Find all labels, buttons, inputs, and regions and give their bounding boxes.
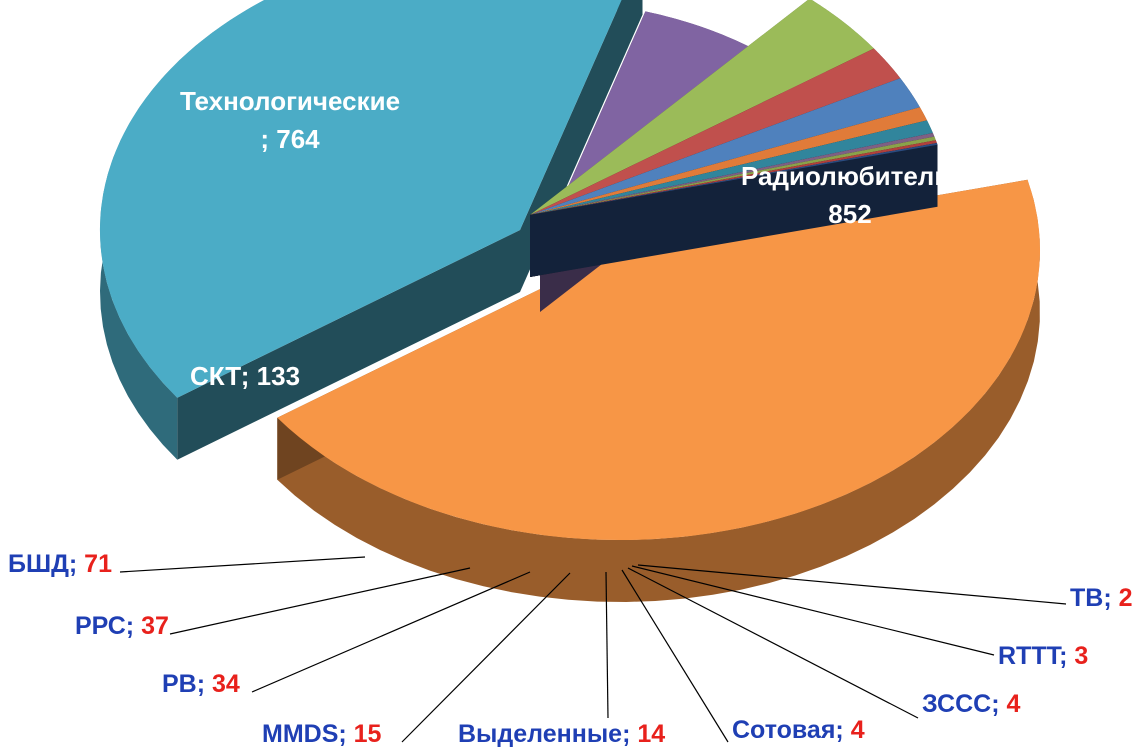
slice-top-ррс [530,48,901,215]
data-label-value-mmds: 15 [354,720,382,748]
leader-lines [119,556,1067,743]
data-label-технологические: Технологические; 764 [180,86,400,154]
data-label-рв: РВ; 34 [162,670,240,698]
data-label-name-сотовая: Сотовая; [732,716,851,744]
pie-slices [99,0,1041,603]
slice-top-бшд [530,0,874,215]
data-label-бшд: БШД; 71 [8,550,112,578]
leader-line-ррс [169,567,471,635]
data-labels: Радиолюбители; 852 Технологические; 764 СКТ… [8,86,1133,748]
data-label-name-rttt: RTTT; [998,642,1074,670]
leader-line-сотовая [621,569,729,743]
data-label-скт: СКТ; 133 [190,361,300,391]
data-label-rttt: RTTT; 3 [998,642,1088,670]
data-label-ррс: РРС; 37 [75,612,169,640]
data-label-name-зссс: ЗССС; [922,690,1006,718]
data-label-name-ррс: РРС; [75,612,141,640]
slice-side-технологические [100,0,643,460]
slice-wall-технологические-0 [177,230,521,460]
data-label-сотовая: Сотовая; 4 [732,716,865,744]
slice-top-технологические [99,0,622,398]
leader-line-тв [637,564,1067,605]
slice-wall-тв-1 [530,144,938,277]
leader-line-rttt [631,565,995,656]
data-label-name-тв: ТВ; [1070,584,1119,612]
slice-top-зссс [530,136,936,215]
slice-top-rttt [530,140,937,215]
slice-top-радиолюбители [277,179,1041,541]
slice-top-тв [530,143,938,215]
slice-top-mmds [530,107,927,215]
data-label-value-выделенные: 14 [637,720,665,748]
data-label-value-ррс: 37 [141,612,169,640]
data-label-value-сотовая: 4 [851,716,865,744]
data-label-name-mmds: MMDS; [262,720,354,748]
slice-top-сотовая [530,133,935,215]
data-label-name-рв: РВ; [162,670,212,698]
leader-line-бшд [119,556,366,573]
data-label-mmds: MMDS; 15 [262,720,382,748]
data-label-name-бшд: БШД; [8,550,84,578]
leader-line-mmds [401,572,571,743]
leader-line-выделенные [605,571,609,719]
data-label-радиолюбители: Радиолюбители; 852 [741,161,959,229]
data-label-value-бшд: 71 [84,550,112,578]
slice-радиолюбители [277,179,1041,603]
data-label-name-выделенные: Выделенные; [458,720,637,748]
slice-тв [530,143,938,277]
slice-top-рв [530,78,920,215]
data-label-зссс: ЗССС; 4 [922,690,1020,718]
data-label-тв: ТВ; 2 [1070,584,1133,612]
data-label-value-рв: 34 [212,670,240,698]
data-label-value-тв: 2 [1119,584,1133,612]
data-label-value-зссс: 4 [1006,690,1020,718]
data-label-выделенные: Выделенные; 14 [458,720,665,748]
slice-side-радиолюбители [277,179,1040,603]
leader-line-рв [251,571,531,693]
leader-line-зссс [627,567,919,719]
data-label-value-rttt: 3 [1074,642,1088,670]
slice-технологические [99,0,643,460]
slice-top-выделенные [530,120,933,215]
